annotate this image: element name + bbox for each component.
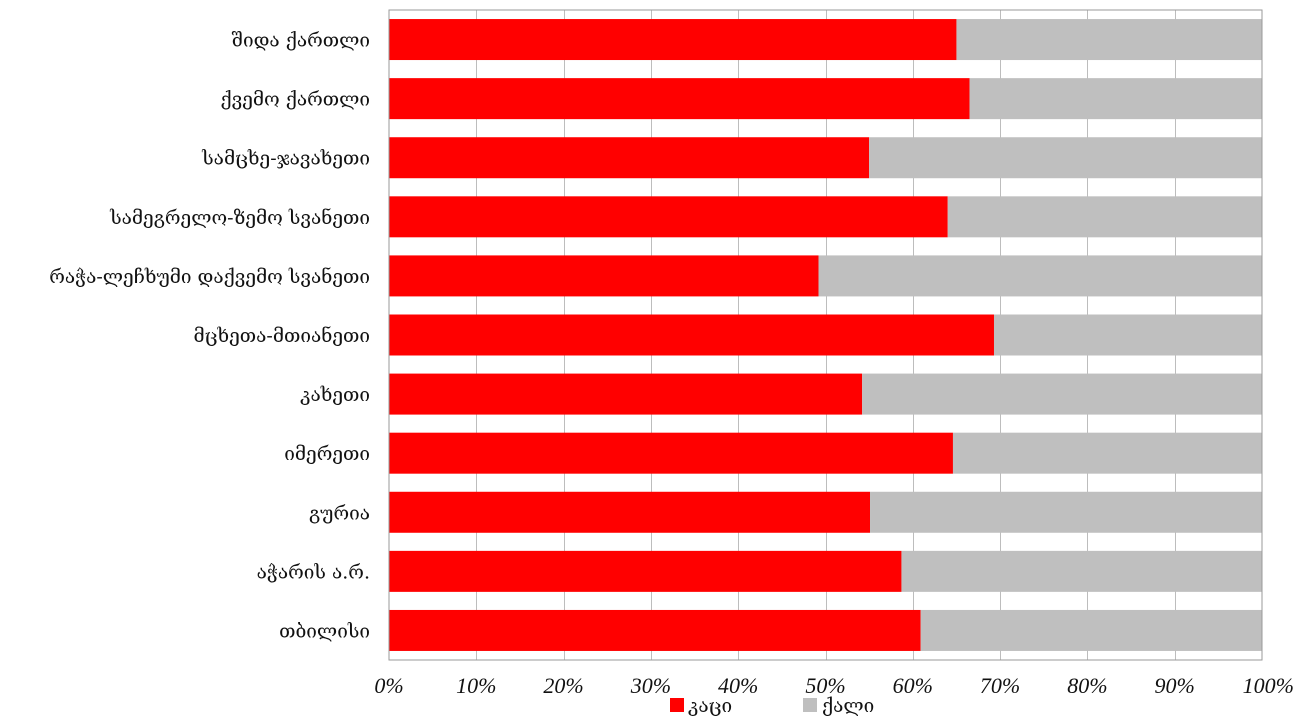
category-labels: შიდა ქართლი ქვემო ქართლი სამცხე-ჯავახეთი სა… — [49, 30, 370, 643]
x-axis-tick-labels: 0% 10% 20% 30% 40% 50% 60% 70% 80% 90% 100% — [374, 673, 1294, 698]
plot-area-frame — [388, 9, 1263, 661]
bar-male-8 — [389, 491, 871, 533]
bar-male-1 — [389, 78, 970, 120]
bar-female-3 — [947, 196, 1262, 238]
bar-male-2 — [389, 137, 870, 179]
x-tick-label: 0% — [374, 673, 403, 698]
x-tick-label: 60% — [893, 673, 933, 698]
x-tick-label: 90% — [1155, 673, 1195, 698]
bar-male-7 — [389, 432, 953, 474]
category-label: რაჭა-ლეჩხუმი დაქვემო სვანეთი — [49, 266, 370, 288]
category-label: თბილისი — [279, 620, 370, 642]
bar-male-3 — [389, 196, 948, 238]
category-label: კახეთი — [300, 384, 370, 406]
legend-swatch — [803, 698, 817, 712]
bar-male-4 — [389, 255, 819, 297]
bar-female-9 — [901, 550, 1262, 592]
legend-label: კაცი — [688, 695, 732, 717]
bar-female-2 — [869, 137, 1262, 179]
legend: კაცი ქალი — [670, 695, 874, 717]
bar-male-0 — [389, 19, 957, 61]
x-tick-label: 20% — [543, 673, 583, 698]
category-label: იმერეთი — [284, 443, 370, 465]
bar-male-6 — [389, 373, 863, 415]
legend-swatch — [670, 698, 684, 712]
category-label: სამეგრელო-ზემო სვანეთი — [109, 207, 370, 229]
x-tick-label: 10% — [456, 673, 496, 698]
x-tick-label: 100% — [1243, 673, 1294, 698]
bar-female-5 — [993, 314, 1262, 356]
category-label: შიდა ქართლი — [232, 30, 370, 52]
bar-female-7 — [952, 432, 1262, 474]
bar-female-10 — [920, 609, 1262, 651]
bar-female-0 — [956, 19, 1262, 61]
bar-male-5 — [389, 314, 994, 356]
bar-male-9 — [389, 550, 902, 592]
bar-male-10 — [389, 609, 921, 651]
category-label: ქვემო ქართლი — [221, 89, 371, 111]
bar-female-4 — [818, 255, 1262, 297]
bar-female-1 — [969, 78, 1262, 120]
bar-female-8 — [870, 491, 1262, 533]
category-label: მცხეთა-მთიანეთი — [194, 325, 370, 347]
x-tick-label: 30% — [630, 673, 671, 698]
category-label: აჭარის ა.რ. — [257, 561, 370, 583]
bar-female-6 — [862, 373, 1262, 415]
category-label: გურია — [309, 502, 370, 524]
x-tick-label: 70% — [980, 673, 1020, 698]
legend-label: ქალი — [822, 695, 874, 717]
x-tick-label: 50% — [805, 673, 845, 698]
category-label: სამცხე-ჯავახეთი — [201, 148, 370, 170]
x-tick-label: 80% — [1067, 673, 1107, 698]
x-tick-label: 40% — [718, 673, 758, 698]
bars — [389, 19, 1262, 651]
